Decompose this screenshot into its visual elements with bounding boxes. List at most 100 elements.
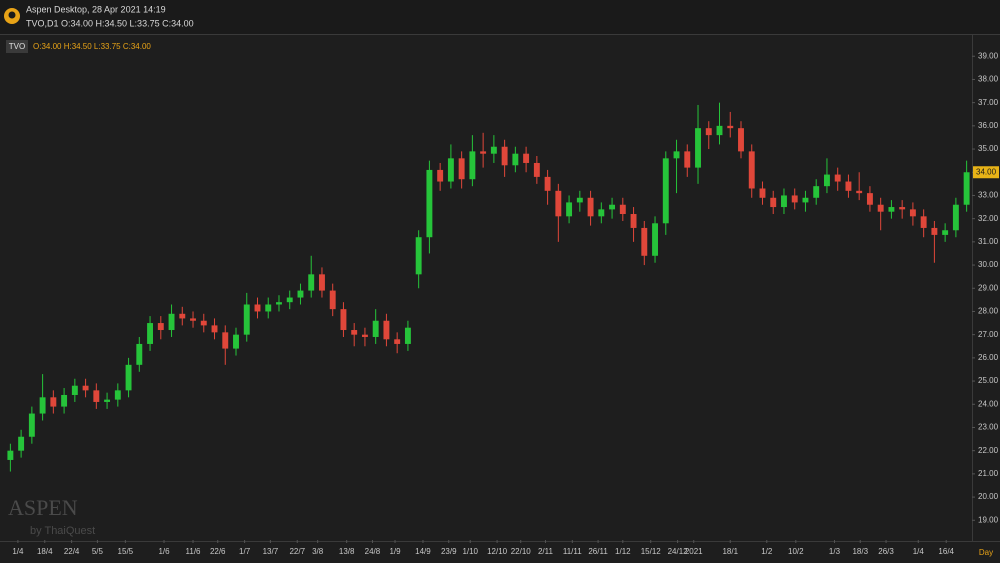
candle-body xyxy=(695,128,701,168)
watermark-sub: by ThaiQuest xyxy=(30,525,95,537)
title-bar xyxy=(0,0,1000,34)
y-tick-label: 39.00 xyxy=(978,51,999,60)
candle-body xyxy=(222,332,229,349)
y-tick-label: 25.00 xyxy=(978,376,999,385)
y-tick-label: 20.00 xyxy=(978,492,999,501)
x-tick-label: 18/1 xyxy=(722,547,738,556)
candle-body xyxy=(190,318,196,321)
candle-body xyxy=(447,158,454,182)
x-tick-label: 2/11 xyxy=(538,547,554,556)
candle-body xyxy=(738,128,744,152)
candle-body xyxy=(276,302,282,305)
candle-body xyxy=(533,162,540,177)
candle-body xyxy=(781,195,787,208)
x-tick-label: 13/8 xyxy=(339,547,355,556)
candle-body xyxy=(662,158,669,224)
x-tick-label: 18/3 xyxy=(852,547,868,556)
x-tick-label: 22/4 xyxy=(64,547,80,556)
candle-body xyxy=(555,190,562,217)
x-tick-label: 1/7 xyxy=(239,547,251,556)
candle-body xyxy=(469,151,476,180)
candle-body xyxy=(727,125,734,129)
candle-body xyxy=(297,290,304,298)
x-tick-label: 26/3 xyxy=(878,547,894,556)
candle-body xyxy=(394,339,401,344)
y-tick-label: 19.00 xyxy=(978,515,999,524)
y-tick-label: 36.00 xyxy=(978,121,999,130)
x-tick-label: 1/4 xyxy=(913,547,925,556)
candle-body xyxy=(243,304,250,335)
y-tick-label: 28.00 xyxy=(978,307,999,316)
candle-body xyxy=(147,323,154,344)
candle-body xyxy=(759,188,766,198)
x-tick-label: 11/6 xyxy=(186,547,202,556)
y-tick-label: 24.00 xyxy=(978,399,999,408)
app-icon-inner xyxy=(8,11,16,19)
x-tick-label: 24/8 xyxy=(365,547,381,556)
x-tick-label: 2021 xyxy=(685,547,703,556)
last-price-label: 34.00 xyxy=(976,167,997,176)
candle-body xyxy=(415,237,422,275)
candle-body xyxy=(157,323,164,331)
candle-body xyxy=(490,146,497,154)
candle-body xyxy=(125,364,132,391)
candle-body xyxy=(544,176,551,191)
candle-body xyxy=(641,227,648,256)
candle-body xyxy=(609,204,616,210)
candle-body xyxy=(136,343,143,365)
y-tick-label: 22.00 xyxy=(978,446,999,455)
candle-body xyxy=(361,334,368,337)
x-tick-label: 11/11 xyxy=(563,547,582,556)
candle-body xyxy=(104,399,111,402)
candle-body xyxy=(963,172,970,205)
candle-body xyxy=(748,151,755,189)
candle-body xyxy=(845,181,852,191)
candle-body xyxy=(619,204,626,215)
candle-body xyxy=(888,207,895,212)
candle-body xyxy=(18,436,25,451)
x-tick-label: 15/5 xyxy=(118,547,134,556)
x-tick-label: 22/10 xyxy=(511,547,532,556)
y-tick-label: 37.00 xyxy=(978,98,999,107)
candle-body xyxy=(50,397,57,407)
candle-body xyxy=(942,230,949,235)
y-tick-label: 29.00 xyxy=(978,283,999,292)
candle-body xyxy=(931,227,938,235)
candle-body xyxy=(340,309,347,331)
y-tick-label: 38.00 xyxy=(978,75,999,84)
candle-body xyxy=(200,320,207,326)
x-tick-label: 13/7 xyxy=(263,547,279,556)
candle-body xyxy=(630,214,637,228)
x-tick-label: 1/2 xyxy=(761,547,773,556)
candle-body xyxy=(179,313,186,319)
candle-body xyxy=(383,320,390,340)
candle-body xyxy=(7,450,14,460)
x-tick-label: 3/8 xyxy=(312,547,324,556)
candle-body xyxy=(426,169,433,238)
candle-body xyxy=(82,385,89,391)
x-tick-label: 26/11 xyxy=(588,547,608,556)
candle-body xyxy=(813,186,820,198)
candle-body xyxy=(598,209,605,217)
x-tick-label: 1/3 xyxy=(829,547,841,556)
candle-body xyxy=(587,197,594,217)
candle-body xyxy=(791,195,798,203)
y-tick-label: 26.00 xyxy=(978,353,999,362)
candle-body xyxy=(372,320,379,337)
candle-body xyxy=(61,394,68,407)
candle-body xyxy=(254,304,261,312)
candle-body xyxy=(458,158,465,180)
x-tick-label: 18/4 xyxy=(37,547,53,556)
candle-body xyxy=(512,153,519,166)
x-tick-label: 5/5 xyxy=(92,547,104,556)
candle-body xyxy=(673,151,680,159)
candle-body xyxy=(705,128,712,136)
last-price-box xyxy=(973,166,999,179)
x-tick-label: 1/4 xyxy=(12,547,24,556)
candle-body xyxy=(233,334,239,349)
candle-body xyxy=(480,151,487,154)
candle-body xyxy=(28,413,35,437)
x-tick-label: 24/12 xyxy=(668,547,689,556)
